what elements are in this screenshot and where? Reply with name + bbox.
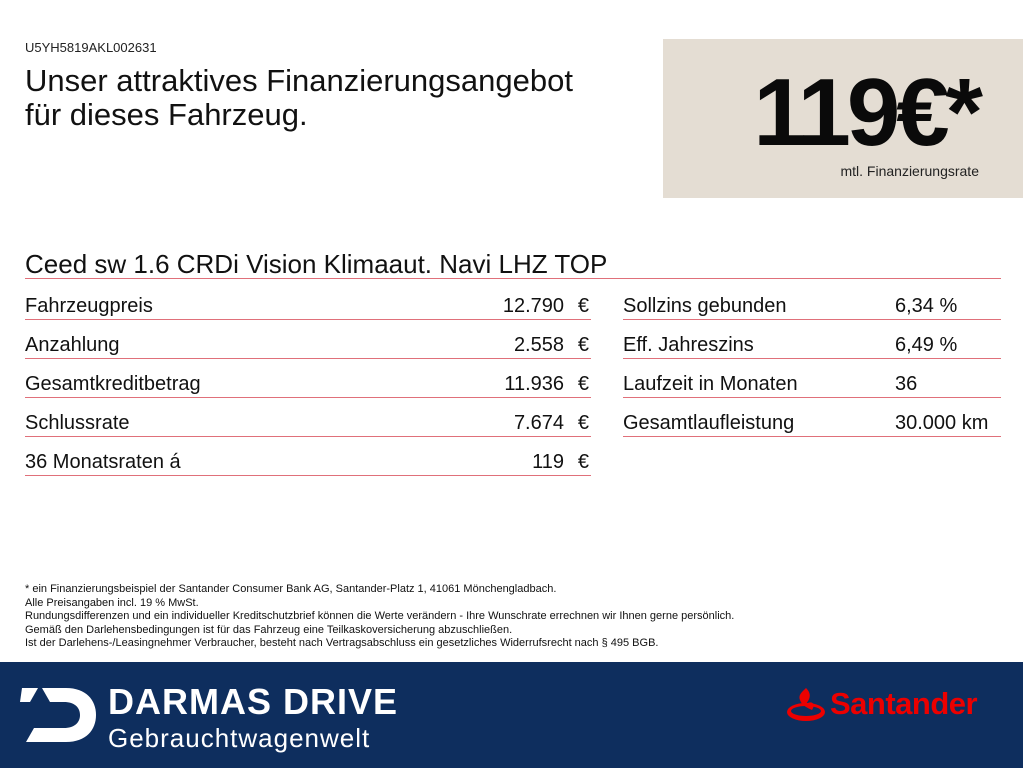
finance-row-sollzins: Sollzins gebunden 6,34 % xyxy=(623,294,1001,320)
finance-unit: € xyxy=(577,412,589,434)
footnote-line: Alle Preisangaben incl. 19 % MwSt. xyxy=(25,596,199,609)
finance-value: 2.558 xyxy=(513,334,564,356)
footnote-line: Rundungsdifferenzen und ein individuelle… xyxy=(25,610,735,622)
monthly-rate-value: 119€* xyxy=(753,59,983,166)
headline-line-2: für dieses Fahrzeug. xyxy=(25,97,308,132)
finance-value: 11.936 xyxy=(504,373,564,395)
footnote-line: Gemäß den Darlehensbedingungen ist für d… xyxy=(25,623,513,636)
finance-label: Gesamtkreditbetrag xyxy=(25,373,201,395)
finance-value: 6,49 % xyxy=(895,334,958,356)
finance-row-fahrzeugpreis: Fahrzeugpreis 12.790 € xyxy=(25,294,591,320)
brand-name: DARMAS DRIVE xyxy=(108,681,399,722)
finance-value: 119 xyxy=(532,451,564,473)
legal-footnotes: * ein Finanzierungsbeispiel der Santande… xyxy=(25,583,734,651)
footnote-line: Ist der Darlehens-/Leasingnehmer Verbrau… xyxy=(25,637,659,649)
finance-unit: € xyxy=(577,334,589,356)
finance-label: Sollzins gebunden xyxy=(623,295,787,317)
finance-value: 30.000 km xyxy=(895,412,989,434)
finance-row-laufzeit: Laufzeit in Monaten 36 xyxy=(623,372,1001,398)
finance-value: 6,34 % xyxy=(895,295,958,317)
monthly-rate-box: 119€* mtl. Finanzierungsrate xyxy=(663,39,1023,198)
santander-logo: Santander xyxy=(786,684,1006,724)
finance-label: Schlussrate xyxy=(25,412,130,434)
finance-label: Gesamtlaufleistung xyxy=(623,412,795,434)
footnote-line: * ein Finanzierungsbeispiel der Santande… xyxy=(25,583,557,595)
finance-label: Anzahlung xyxy=(25,334,120,356)
page-headline: Unser attraktives Finanzierungsangebot f… xyxy=(25,64,573,132)
headline-line-1: Unser attraktives Finanzierungsangebot xyxy=(25,63,573,98)
partner-name: Santander xyxy=(830,686,978,721)
finance-row-anzahlung: Anzahlung 2.558 € xyxy=(25,333,591,359)
brand-subtitle: Gebrauchtwagenwelt xyxy=(108,723,371,753)
finance-unit: € xyxy=(577,373,589,395)
vehicle-model-title: Ceed sw 1.6 CRDi Vision Klimaaut. Navi L… xyxy=(25,249,1001,279)
finance-unit: € xyxy=(577,451,589,473)
finance-row-monatsraten: 36 Monatsraten á 119 € xyxy=(25,450,591,476)
monthly-rate-label: mtl. Finanzierungsrate xyxy=(840,163,979,179)
finance-label: Fahrzeugpreis xyxy=(25,295,153,317)
finance-row-jahreszins: Eff. Jahreszins 6,49 % xyxy=(623,333,1001,359)
finance-value: 12.790 xyxy=(502,295,564,317)
finance-row-laufleistung: Gesamtlaufleistung 30.000 km xyxy=(623,411,1001,437)
finance-row-gesamtkreditbetrag: Gesamtkreditbetrag 11.936 € xyxy=(25,372,591,398)
finance-label: 36 Monatsraten á xyxy=(25,451,181,473)
finance-row-schlussrate: Schlussrate 7.674 € xyxy=(25,411,591,437)
vehicle-id-number: U5YH5819AKL002631 xyxy=(25,40,157,55)
darmas-d-logo-icon xyxy=(20,688,96,742)
footer-banner: DARMAS DRIVE Gebrauchtwagenwelt Santande… xyxy=(0,662,1023,768)
santander-flame-icon xyxy=(787,688,825,721)
finance-value: 36 xyxy=(895,373,918,395)
finance-label: Laufzeit in Monaten xyxy=(623,373,798,395)
finance-label: Eff. Jahreszins xyxy=(623,334,754,356)
finance-unit: € xyxy=(577,295,589,317)
finance-value: 7.674 xyxy=(513,412,564,434)
